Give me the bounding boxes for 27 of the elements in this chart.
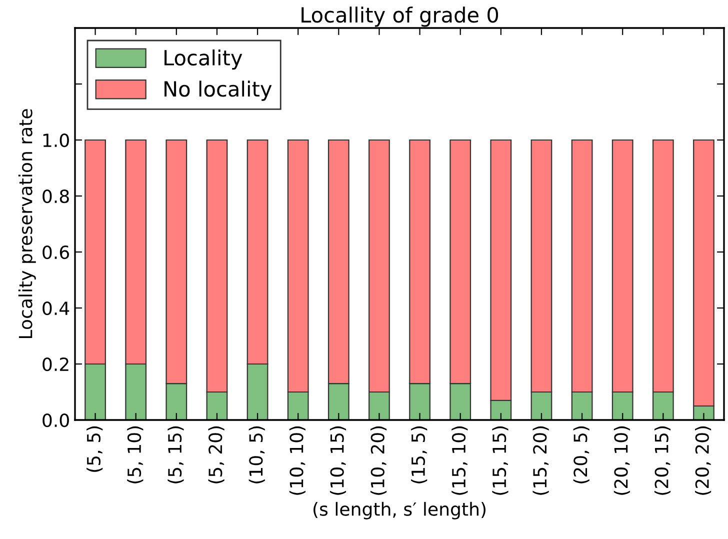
y-tick-label: 0.8 (42, 189, 69, 204)
y-tick-label: 0.2 (42, 357, 68, 372)
y-tick-label: 0.0 (42, 413, 69, 428)
legend-label: Locality (164, 49, 242, 70)
x-tick-label: (20, 15) (654, 426, 671, 495)
x-tick-label: (15, 15) (492, 426, 508, 495)
x-tick-label: (5, 15) (168, 426, 184, 484)
x-tick-label: (5, 20) (208, 426, 224, 484)
legend-label: No locality (164, 80, 272, 101)
x-tick-label: (20, 10) (614, 426, 630, 495)
x-tick-label: (10, 15) (330, 426, 346, 495)
x-axis-title: (s length, s′ length) (314, 502, 486, 520)
y-tick-label: 0.6 (42, 245, 70, 260)
x-tick-label: (5, 10) (127, 426, 144, 484)
y-tick-label: 1.0 (43, 133, 69, 148)
chart-title: Locallity of grade 0 (302, 6, 498, 27)
x-tick-label: (15, 20) (532, 426, 549, 495)
x-tick-label: (10, 20) (370, 426, 387, 495)
x-tick-label: (15, 10) (452, 426, 468, 495)
x-tick-label: (20, 20) (695, 426, 712, 495)
y-axis-title: Locality preservation rate (18, 109, 36, 338)
x-tick-label: (20, 5) (573, 426, 590, 484)
x-tick-label: (15, 5) (411, 426, 428, 484)
x-tick-label: (10, 5) (248, 426, 265, 484)
y-tick-label: 0.4 (42, 301, 70, 316)
x-tick-label: (10, 10) (289, 426, 306, 495)
x-tick-label: (5, 5) (86, 426, 103, 472)
